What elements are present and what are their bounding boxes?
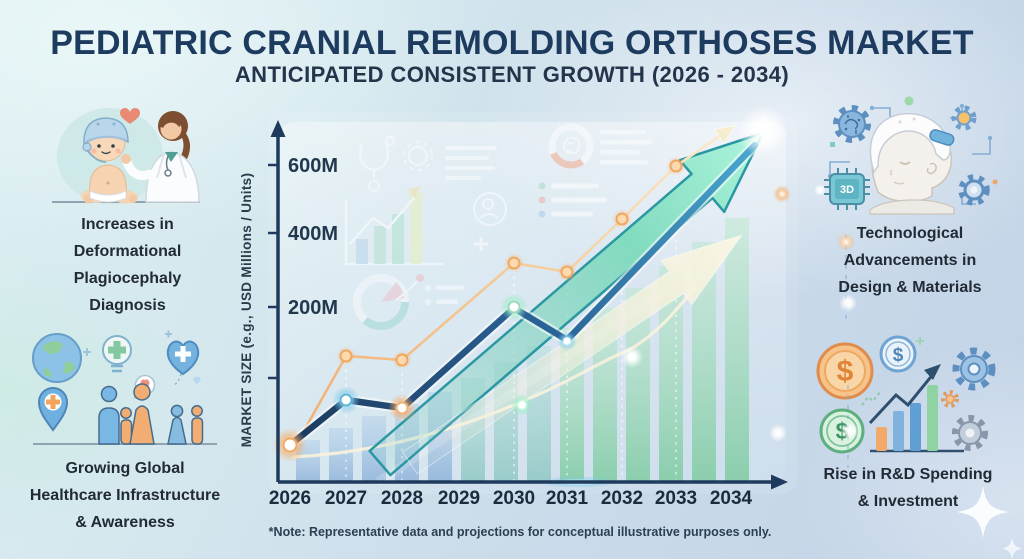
gear-icon — [958, 174, 990, 206]
gear-icon — [941, 390, 959, 408]
y-axis — [268, 120, 286, 482]
cranial-helmet-icon — [83, 117, 129, 146]
background-bars — [296, 218, 749, 482]
green-node-icon — [904, 96, 914, 106]
gear-icon — [833, 105, 871, 143]
svg-text:$: $ — [893, 345, 904, 366]
family-figures-icon — [98, 383, 204, 445]
dollar-coin-icon: $ — [879, 335, 917, 373]
watermark-icons — [344, 123, 652, 330]
svg-text:2034: 2034 — [710, 488, 753, 509]
feature-caption-technology: Technological Advancements in Design & M… — [838, 225, 982, 296]
baby-helmet-doctor-illustration — [52, 107, 200, 204]
x-axis — [278, 474, 788, 490]
right-decor-dots — [814, 184, 859, 468]
y-axis-label: MARKET SIZE (e.g., USD Millions / Units) — [239, 173, 254, 448]
tech-helmet-illustration: 3D — [824, 96, 998, 215]
bullet-list-icon — [538, 182, 607, 218]
baseline-trend-line — [291, 285, 698, 459]
svg-text:2026: 2026 — [269, 488, 311, 509]
plus-icon — [474, 237, 488, 251]
stethoscope-icon — [358, 143, 390, 179]
svg-text:2028: 2028 — [381, 488, 423, 509]
gear-icon — [951, 105, 977, 131]
text-lines-icon — [445, 146, 497, 180]
x-tick-labels: 2026 2027 2028 2029 2030 2031 2032 2033 … — [269, 488, 753, 509]
secondary-growth-arrow — [402, 234, 744, 475]
growth-bars-icon — [870, 385, 964, 453]
medical-pin-icon — [37, 387, 69, 432]
y-tick-label: 200M — [288, 297, 338, 319]
main-trend-line — [284, 139, 761, 451]
globe-icon — [32, 333, 82, 383]
heart-cross-icon — [166, 340, 200, 376]
chart-note: *Note: Representative data and projectio… — [268, 525, 772, 539]
svg-text:3D: 3D — [840, 184, 854, 196]
heart-icon — [120, 107, 140, 124]
feature-caption-diagnosis: Increases in Deformational Plagiocephaly… — [73, 216, 182, 314]
rnd-investment-illustration: $ $ $ — [816, 335, 996, 454]
growth-arrow — [368, 131, 765, 477]
page-title: PEDIATRIC CRANIAL REMOLDING ORTHOSES MAR… — [50, 24, 974, 62]
global-healthcare-illustration — [32, 330, 217, 445]
svg-text:2032: 2032 — [601, 488, 643, 509]
baby-head-3d-icon — [869, 112, 955, 215]
y-tick-label: 600M — [288, 155, 338, 177]
svg-text:2029: 2029 — [438, 488, 480, 509]
person-circle-icon — [473, 192, 507, 226]
dashed-guides — [345, 172, 677, 482]
small-heart-icon — [193, 376, 201, 384]
3d-chip-icon: 3D — [824, 168, 870, 210]
dollar-coin-icon: $ — [819, 408, 865, 454]
circuit-lines-icon — [829, 106, 991, 205]
data-point — [336, 156, 686, 370]
svg-text:2031: 2031 — [546, 488, 589, 509]
arrow-tip-glow — [737, 105, 789, 157]
mini-bar-chart-icon — [344, 186, 443, 266]
gear-icon — [952, 415, 988, 451]
data-point-glows — [273, 185, 791, 488]
market-growth-chart: MARKET SIZE (e.g., USD Millions / Units)… — [239, 105, 798, 509]
feature-caption-infrastructure: Growing Global Healthcare Infrastructure… — [29, 460, 221, 531]
rising-arrow-icon — [868, 364, 941, 425]
svg-text:2030: 2030 — [493, 488, 535, 509]
upper-projection-line — [290, 124, 737, 453]
y-tick-label: 400M — [288, 223, 338, 245]
dollar-coin-icon: $ — [816, 342, 874, 400]
svg-text:2033: 2033 — [655, 488, 697, 509]
gear-watermark-icon — [407, 145, 429, 167]
donut-chart-icon — [353, 274, 424, 330]
brain-donut-icon — [548, 123, 594, 169]
report-lines-icon — [600, 130, 652, 165]
svg-text:$: $ — [837, 355, 854, 388]
svg-text:2027: 2027 — [325, 488, 367, 509]
gear-icon — [952, 347, 996, 391]
checklist-icon — [425, 285, 464, 305]
speech-heart-icon — [132, 374, 156, 399]
page-subtitle: ANTICIPATED CONSISTENT GROWTH (2026 - 20… — [234, 62, 790, 87]
lightbulb-cross-icon — [102, 335, 132, 373]
feature-caption-rnd: Rise in R&D Spending & Investment — [823, 466, 993, 510]
svg-text:$: $ — [836, 418, 849, 444]
